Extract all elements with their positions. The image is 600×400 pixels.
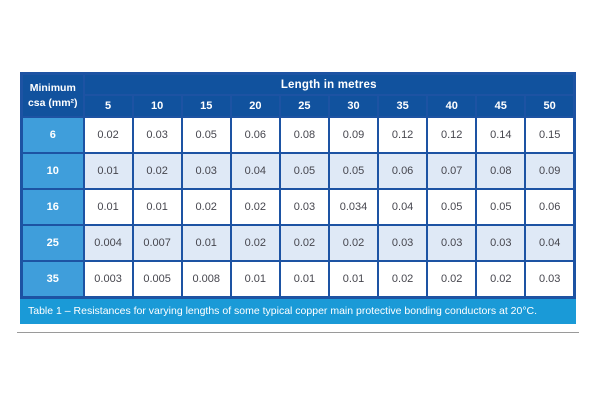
data-cell: 0.01 — [131, 188, 183, 226]
group-header-length-in-metres: Length in metres — [82, 72, 576, 96]
data-cell: 0.14 — [475, 116, 527, 154]
data-cell: 0.01 — [229, 260, 281, 299]
column-header-15: 15 — [180, 94, 232, 118]
data-cell: 0.05 — [426, 188, 478, 226]
row-header-25: 25 — [20, 224, 85, 262]
data-cell: 0.07 — [426, 152, 478, 190]
data-cell: 0.02 — [229, 224, 281, 262]
table-caption: Table 1 – Resistances for varying length… — [20, 299, 576, 324]
data-cell: 0.03 — [377, 224, 429, 262]
column-header-20: 20 — [229, 94, 281, 118]
data-cell: 0.02 — [229, 188, 281, 226]
resistance-table-grid: Minimum csa (mm²) Length in metres 5 10 … — [20, 72, 576, 299]
data-cell: 0.05 — [278, 152, 330, 190]
data-cell: 0.09 — [327, 116, 380, 154]
data-cell: 0.08 — [278, 116, 330, 154]
table-row-35: 35 0.003 0.005 0.008 0.01 0.01 0.01 0.02… — [20, 260, 576, 299]
row-header-6: 6 — [20, 116, 85, 154]
data-cell: 0.02 — [377, 260, 429, 299]
column-header-5: 5 — [82, 94, 134, 118]
group-header-row: Minimum csa (mm²) Length in metres — [20, 72, 576, 118]
data-cell: 0.01 — [180, 224, 232, 262]
column-header-35: 35 — [377, 94, 429, 118]
data-cell: 0.02 — [180, 188, 232, 226]
column-header-50: 50 — [524, 94, 576, 118]
data-cell: 0.06 — [377, 152, 429, 190]
column-header-40: 40 — [426, 94, 478, 118]
data-cell: 0.01 — [82, 152, 134, 190]
data-cell: 0.09 — [524, 152, 576, 190]
data-cell: 0.01 — [82, 188, 134, 226]
data-cell: 0.01 — [327, 260, 380, 299]
data-cell: 0.01 — [278, 260, 330, 299]
data-cell: 0.04 — [524, 224, 576, 262]
data-cell: 0.02 — [82, 116, 134, 154]
table-row-6: 6 0.02 0.03 0.05 0.06 0.08 0.09 0.12 0.1… — [20, 116, 576, 154]
corner-header-minimum-csa: Minimum csa (mm²) — [20, 72, 85, 118]
data-cell: 0.005 — [131, 260, 183, 299]
corner-header-line2: csa (mm²) — [27, 96, 78, 109]
column-header-row: 5 10 15 20 25 30 35 40 45 50 — [22, 94, 576, 118]
data-cell: 0.08 — [475, 152, 527, 190]
table-row-10: 10 0.01 0.02 0.03 0.04 0.05 0.05 0.06 0.… — [20, 152, 576, 190]
data-cell: 0.15 — [524, 116, 576, 154]
data-cell: 0.02 — [131, 152, 183, 190]
data-cell: 0.12 — [426, 116, 478, 154]
data-cell: 0.05 — [180, 116, 232, 154]
row-header-16: 16 — [20, 188, 85, 226]
data-cell: 0.03 — [278, 188, 330, 226]
column-header-25: 25 — [278, 94, 330, 118]
divider-line — [17, 332, 579, 333]
data-cell: 0.06 — [229, 116, 281, 154]
data-cell: 0.05 — [327, 152, 380, 190]
corner-header-line1: Minimum — [29, 82, 76, 95]
table-row-16: 16 0.01 0.01 0.02 0.02 0.03 0.034 0.04 0… — [20, 188, 576, 226]
data-cell: 0.03 — [180, 152, 232, 190]
data-cell: 0.04 — [377, 188, 429, 226]
data-cell: 0.05 — [475, 188, 527, 226]
data-cell: 0.003 — [82, 260, 134, 299]
column-header-45: 45 — [475, 94, 527, 118]
data-cell: 0.004 — [82, 224, 134, 262]
data-cell: 0.02 — [475, 260, 527, 299]
data-cell: 0.02 — [426, 260, 478, 299]
data-cell: 0.03 — [426, 224, 478, 262]
data-cell: 0.007 — [131, 224, 183, 262]
row-header-10: 10 — [20, 152, 85, 190]
data-cell: 0.034 — [327, 188, 380, 226]
data-cell: 0.02 — [327, 224, 380, 262]
data-cell: 0.04 — [229, 152, 281, 190]
data-cell: 0.03 — [475, 224, 527, 262]
table-row-25: 25 0.004 0.007 0.01 0.02 0.02 0.02 0.03 … — [20, 224, 576, 262]
resistance-table: Minimum csa (mm²) Length in metres 5 10 … — [17, 72, 579, 333]
data-cell: 0.06 — [524, 188, 576, 226]
row-header-35: 35 — [20, 260, 85, 299]
data-cell: 0.12 — [377, 116, 429, 154]
data-cell: 0.02 — [278, 224, 330, 262]
data-cell: 0.03 — [131, 116, 183, 154]
column-header-10: 10 — [131, 94, 183, 118]
data-cell: 0.03 — [524, 260, 576, 299]
column-header-30: 30 — [327, 94, 380, 118]
data-cell: 0.008 — [180, 260, 232, 299]
